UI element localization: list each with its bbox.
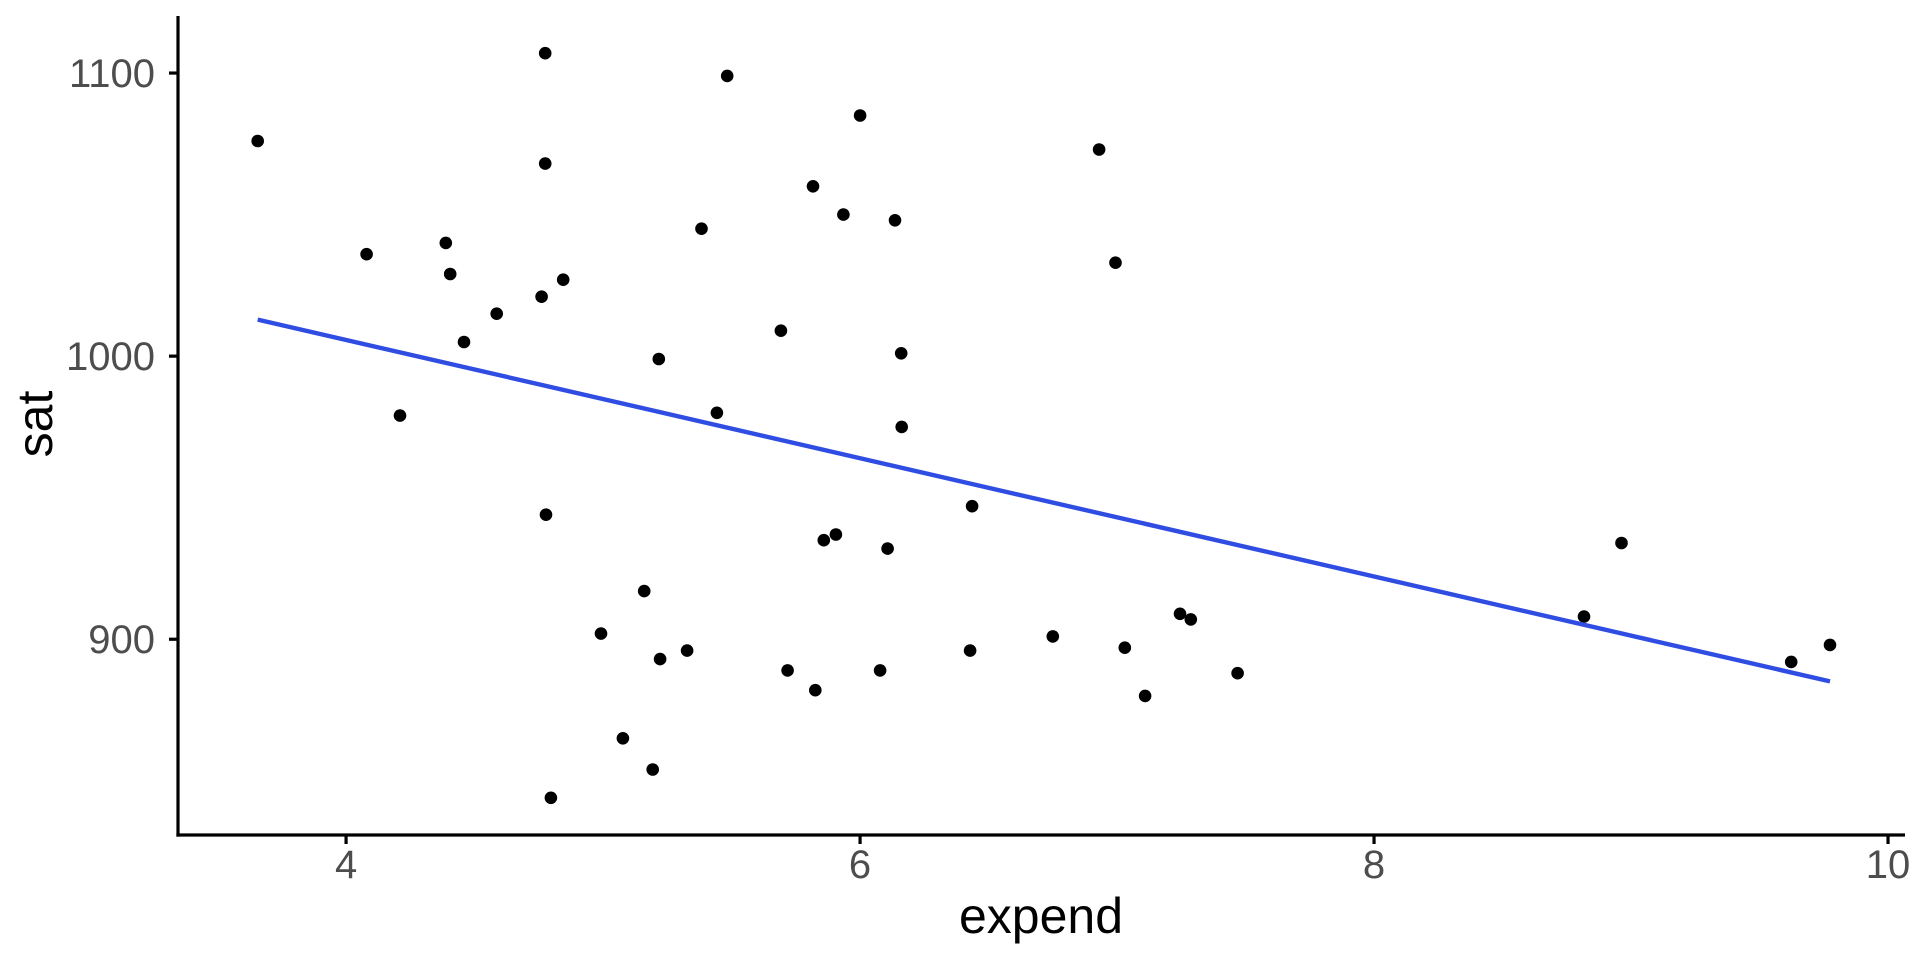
data-point — [544, 791, 558, 805]
data-point — [853, 109, 867, 122]
data-point — [1184, 613, 1198, 626]
data-point — [837, 208, 850, 221]
data-point — [393, 409, 407, 422]
data-point — [535, 290, 548, 304]
data-point — [1109, 256, 1122, 270]
data-point — [881, 542, 894, 555]
x-tick-label: 6 — [849, 843, 871, 887]
data-point — [490, 307, 504, 321]
points-layer — [251, 46, 1837, 805]
x-tick-label: 10 — [1866, 843, 1911, 887]
data-point — [594, 627, 608, 640]
y-axis-title: sat — [7, 391, 63, 458]
data-point — [1138, 689, 1152, 703]
data-point — [774, 324, 788, 338]
data-point — [653, 652, 667, 666]
data-point — [646, 763, 659, 776]
data-point — [720, 69, 734, 83]
data-point — [1231, 666, 1244, 680]
data-point — [695, 222, 708, 235]
data-point — [457, 335, 471, 349]
data-point — [873, 664, 887, 677]
data-point — [1092, 143, 1106, 156]
data-point — [443, 267, 457, 281]
y-tick-label: 1100 — [69, 52, 155, 96]
x-tick-label: 8 — [1363, 843, 1385, 887]
data-point — [817, 533, 831, 547]
data-point — [809, 683, 822, 697]
data-point — [1784, 655, 1798, 669]
y-tick-label: 1000 — [66, 335, 155, 379]
data-point — [1577, 610, 1591, 623]
data-point — [637, 584, 651, 598]
x-tick-label: 4 — [335, 843, 357, 887]
data-point — [539, 508, 553, 521]
trend-layer — [257, 317, 1831, 684]
data-point — [1118, 641, 1132, 654]
y-tick-label: 900 — [88, 618, 155, 662]
data-point — [965, 499, 979, 513]
data-point — [963, 644, 977, 657]
data-point — [680, 644, 694, 657]
data-point — [538, 157, 552, 170]
data-point — [360, 247, 373, 261]
data-point — [710, 406, 724, 420]
data-point — [894, 347, 908, 360]
data-point — [806, 180, 820, 193]
data-point — [1615, 536, 1628, 550]
data-point — [538, 46, 552, 60]
data-point — [888, 214, 902, 227]
data-point — [556, 273, 570, 287]
x-axis-title: expend — [959, 888, 1123, 944]
axes-layer: 4 6 8 10 900 1000 1100 — [66, 16, 1910, 887]
trend-line — [257, 317, 1831, 684]
data-point — [829, 528, 843, 541]
data-point — [1046, 630, 1060, 643]
data-point — [652, 352, 666, 366]
data-point — [251, 134, 264, 148]
data-point — [439, 236, 453, 250]
data-point — [1173, 607, 1187, 621]
data-point — [781, 664, 794, 677]
data-point — [616, 732, 630, 745]
data-point — [1823, 638, 1837, 652]
data-point — [895, 420, 908, 434]
